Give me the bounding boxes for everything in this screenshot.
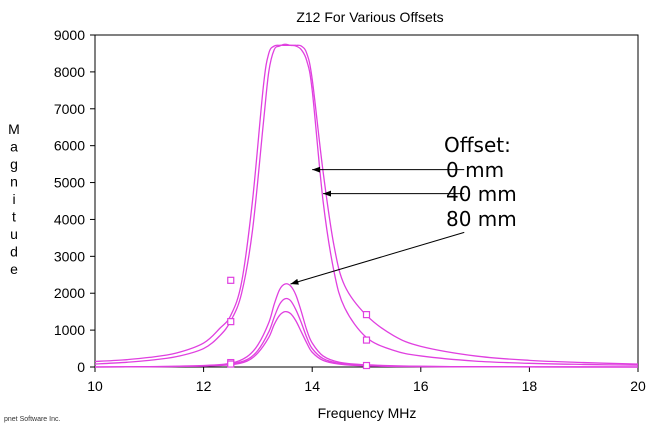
series-line-4	[94, 310, 639, 368]
y-tick-label: 6000	[54, 138, 85, 154]
x-axis: 10 12 14 16 18 20	[87, 367, 646, 394]
x-tick-label: 20	[630, 378, 646, 394]
y-tick-label: 5000	[54, 175, 85, 191]
x-axis-label: Frequency MHz	[318, 405, 417, 421]
data-marker	[362, 311, 371, 319]
data-marker	[227, 318, 235, 326]
x-tick-label: 14	[304, 378, 320, 394]
y-axis: 0 1000 2000 3000 4000 5000 6000 7000 8000 9000	[54, 27, 95, 375]
data-marker	[227, 276, 235, 284]
series-markers	[227, 276, 371, 370]
y-tick-label: 8000	[54, 64, 85, 80]
y-tick-label: 3000	[54, 248, 85, 264]
y-axis-label-letter: u	[10, 226, 18, 242]
y-tick-label: 9000	[54, 27, 85, 43]
y-axis-label-letter: i	[12, 191, 15, 207]
y-axis-label-letter: n	[10, 174, 18, 190]
chart-title: Z12 For Various Offsets	[296, 9, 443, 25]
y-tick-label: 0	[77, 359, 85, 375]
y-tick-label: 7000	[54, 101, 85, 117]
annotation-arrow	[290, 231, 465, 285]
series-line-1	[94, 43, 639, 366]
data-marker	[362, 336, 371, 344]
x-tick-label: 12	[196, 378, 212, 394]
data-marker	[362, 361, 371, 370]
y-axis-label-letter: a	[10, 139, 18, 155]
y-axis-label-letter: M	[8, 121, 20, 137]
data-marker	[227, 360, 235, 368]
y-tick-label: 1000	[54, 322, 85, 338]
series-lines	[94, 43, 639, 368]
x-tick-label: 18	[522, 378, 538, 394]
y-axis-label-letter: g	[10, 156, 18, 172]
x-tick-label: 16	[413, 378, 429, 394]
y-tick-label: 2000	[54, 285, 85, 301]
annotation-heading: Offset:	[444, 133, 511, 157]
y-axis-label-letter: d	[10, 244, 18, 260]
series-line-2	[94, 283, 639, 368]
footer-credit: pnet Software Inc.	[4, 416, 60, 423]
x-tick-label: 10	[87, 378, 103, 394]
y-axis-label-letter: e	[10, 261, 18, 277]
y-axis-label-letter: t	[12, 209, 16, 225]
y-tick-label: 4000	[54, 211, 85, 227]
annotation-label: 80 mm	[446, 207, 517, 231]
